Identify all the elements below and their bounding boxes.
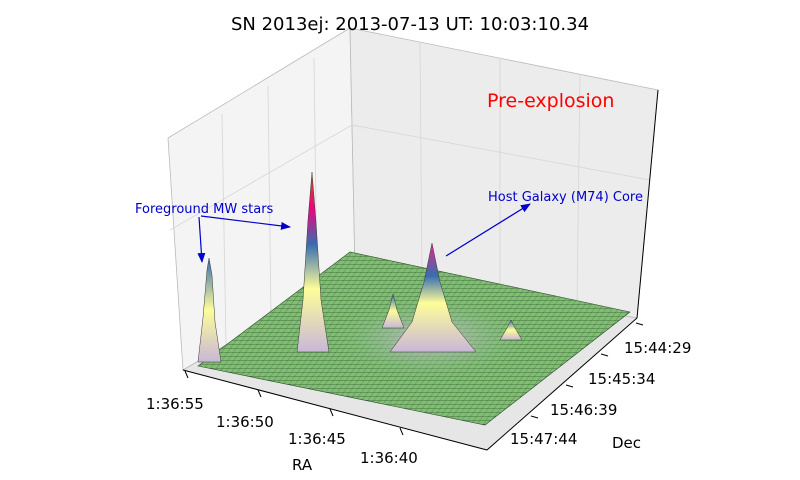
x-axis-line	[182, 369, 488, 451]
x-tick-mark-3	[329, 408, 334, 417]
chart-title: SN 2013ej: 2013-07-13 UT: 10:03:10.34	[231, 14, 589, 35]
annotation-pre-explosion: Pre-explosion	[487, 90, 614, 112]
annotation-arrows	[197, 203, 531, 263]
annotation-foreground-stars: Foreground MW stars	[135, 202, 274, 217]
grid-lines	[169, 41, 651, 346]
y-axis-ticks	[530, 322, 644, 419]
y-tick-mark-1	[635, 322, 644, 326]
peak-galaxy-core	[389, 242, 477, 353]
x-tick-label-3: 1:36:45	[288, 430, 346, 448]
peak-small-2	[499, 319, 523, 341]
arrow-to-tall-star	[200, 215, 291, 230]
y-tick-mark-3	[565, 384, 574, 388]
peak-small-1	[381, 293, 405, 329]
y-tick-label-1: 15:44:29	[624, 339, 691, 357]
annotation-host-galaxy: Host Galaxy (M74) Core	[488, 190, 643, 205]
arrow-to-galaxy-core	[445, 203, 531, 257]
y-tick-mark-4	[530, 415, 539, 419]
y-tick-label-2: 15:45:34	[588, 370, 655, 388]
x-tick-mark-2	[257, 389, 262, 398]
y-tick-mark-2	[600, 353, 609, 357]
y-axis-label: Dec	[612, 434, 641, 452]
x-tick-label-4: 1:36:40	[360, 449, 418, 467]
x-tick-label-2: 1:36:50	[216, 413, 274, 431]
z-axis-spine	[636, 89, 659, 319]
x-axis-ticks	[184, 370, 404, 436]
y-tick-label-3: 15:46:39	[550, 401, 617, 419]
y-tick-label-4: 15:47:44	[510, 430, 577, 448]
peak-star-tall	[296, 171, 330, 353]
x-tick-label-1: 1:36:55	[146, 395, 204, 413]
x-tick-mark-1	[184, 370, 189, 379]
x-tick-mark-4	[399, 427, 404, 436]
x-axis-label: RA	[292, 456, 313, 474]
y-axis-line	[486, 317, 638, 451]
arrow-to-left-star	[197, 216, 206, 263]
peak-star-left	[197, 257, 222, 363]
